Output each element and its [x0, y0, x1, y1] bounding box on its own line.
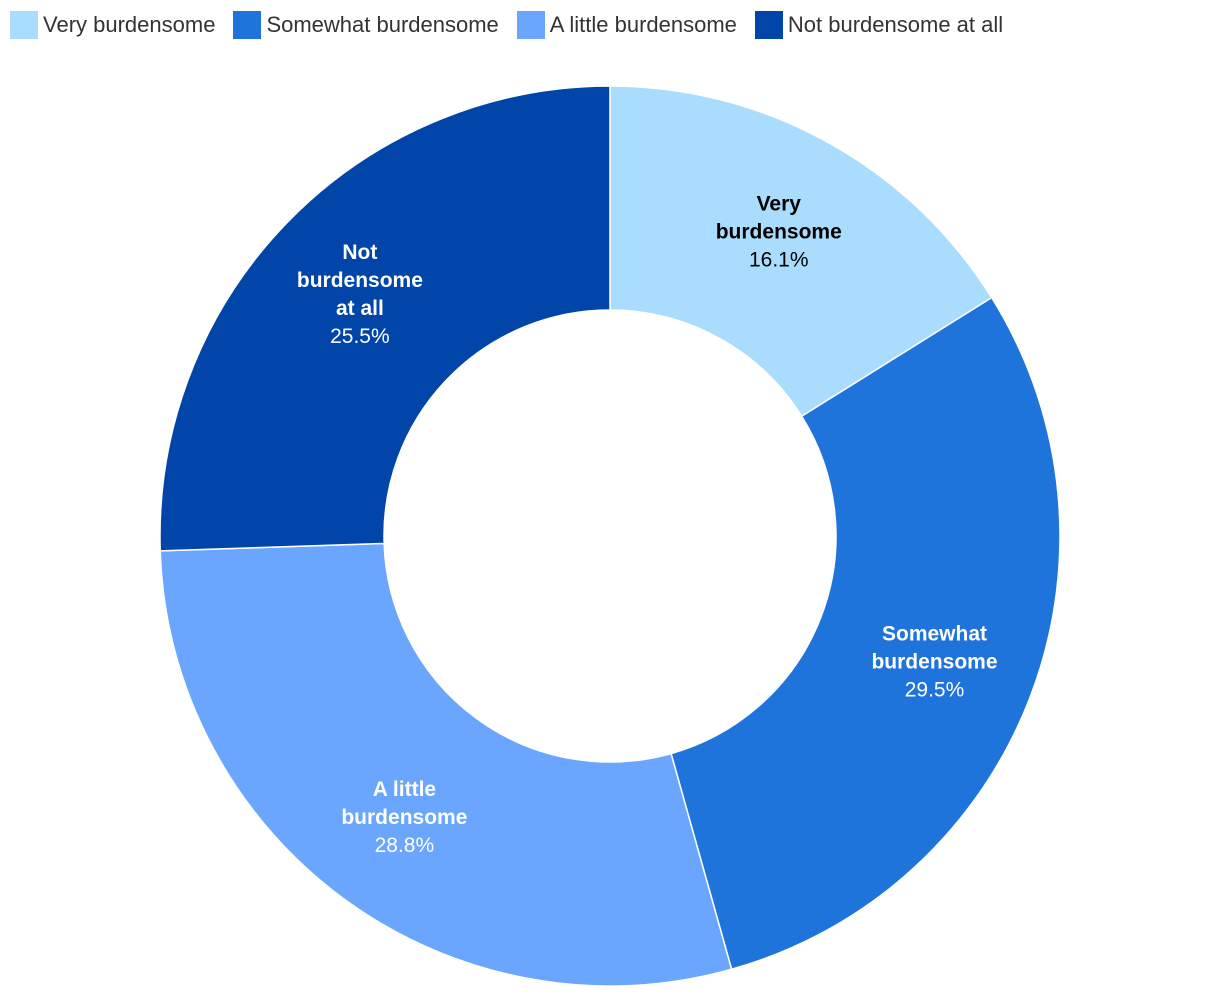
slice-name-line: at all: [336, 297, 384, 320]
slice-value-label: 29.5%: [905, 679, 965, 702]
legend-label: A little burdensome: [549, 12, 737, 37]
legend-label: Very burdensome: [43, 12, 216, 37]
slice-value-label: 25.5%: [330, 325, 390, 348]
slice-label-somewhat-burdensome: Somewhat burdensome 29.5%: [871, 623, 997, 702]
legend-swatch: [516, 11, 545, 39]
slice-name-line: burdensome: [297, 269, 423, 292]
slice-name-line: burdensome: [716, 221, 842, 244]
slice-value-label: 16.1%: [749, 249, 809, 272]
legend-swatch: [754, 11, 783, 39]
legend-label: Not burdensome at all: [787, 12, 1004, 37]
slice-name-line: burdensome: [341, 806, 467, 829]
chart-legend: Very burdensome Somewhat burdensome A li…: [10, 10, 1021, 40]
legend-swatch: [233, 11, 262, 39]
slice-label-a-little-burdensome: A little burdensome 28.8%: [341, 778, 467, 857]
slice-name-line: Not: [342, 241, 377, 264]
slice-label-very-burdensome: Very burdensome 16.1%: [716, 193, 842, 272]
legend-item-very-burdensome[interactable]: Very burdensome: [10, 11, 215, 39]
donut-slice-somewhat-burdensome[interactable]: [670, 296, 1061, 971]
slice-name-line: burdensome: [871, 651, 997, 674]
legend-item-not-burdensome-at-all[interactable]: Not burdensome at all: [754, 11, 1004, 39]
slice-name-line: A little: [373, 778, 436, 801]
slice-value-label: 28.8%: [375, 834, 435, 857]
slice-name-line: Somewhat: [882, 623, 987, 646]
legend-item-somewhat-burdensome[interactable]: Somewhat burdensome: [233, 11, 499, 39]
legend-swatch: [10, 11, 38, 39]
donut-slice-very-burdensome[interactable]: [609, 85, 993, 418]
donut-slice-not-burdensome-at-all[interactable]: [159, 85, 611, 552]
slice-name-line: Very: [757, 193, 802, 216]
legend-label: Somewhat burdensome: [266, 12, 499, 37]
donut-slice-a-little-burdensome[interactable]: [159, 542, 733, 987]
slice-label-not-burdensome-at-all: Not burdensome at all 25.5%: [297, 241, 423, 348]
legend-item-a-little-burdensome[interactable]: A little burdensome: [516, 11, 737, 39]
